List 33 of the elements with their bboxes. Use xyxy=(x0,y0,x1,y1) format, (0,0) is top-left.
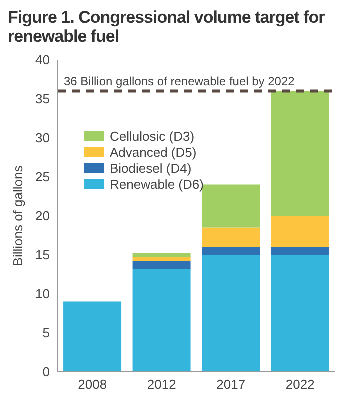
x-tick-label: 2017 xyxy=(216,377,246,392)
bar xyxy=(271,91,330,216)
y-tick-label: 10 xyxy=(36,286,50,302)
bar xyxy=(132,269,191,372)
y-axis-title: Billions of gallons xyxy=(10,165,26,266)
y-tick-label: 5 xyxy=(42,326,50,341)
y-tick-label: 25 xyxy=(36,170,50,185)
bar xyxy=(132,261,191,270)
legend-label: Biodiesel (D4) xyxy=(110,160,192,176)
bar xyxy=(202,255,260,372)
x-tick-label: 2022 xyxy=(286,377,315,392)
legend-label: Cellulosic (D3) xyxy=(110,128,195,144)
bar xyxy=(202,228,260,248)
bar xyxy=(64,302,122,372)
y-tick-label: 20 xyxy=(36,208,50,224)
bar xyxy=(271,247,330,255)
x-tick-label: 2008 xyxy=(78,377,108,392)
bar xyxy=(202,184,260,228)
y-tick-label: 15 xyxy=(36,248,50,263)
x-tick-label: 2012 xyxy=(147,377,176,392)
y-tick-label: 0 xyxy=(42,364,50,380)
bar xyxy=(132,253,191,258)
y-tick-label: 35 xyxy=(36,92,50,107)
y-tick-label: 40 xyxy=(36,52,50,68)
y-tick-label: 30 xyxy=(36,130,50,146)
bar xyxy=(202,247,260,255)
ref-line-label: 36 Billion gallons of renewable fuel by 2022 xyxy=(64,74,296,89)
chart-title: Figure 1. Congressional volume target for renewable fuel xyxy=(8,8,326,46)
bar xyxy=(271,255,330,372)
bar xyxy=(271,216,330,248)
bar xyxy=(132,257,191,262)
legend-label: Renewable (D6) xyxy=(110,176,204,192)
legend-label: Advanced (D5) xyxy=(110,144,197,160)
